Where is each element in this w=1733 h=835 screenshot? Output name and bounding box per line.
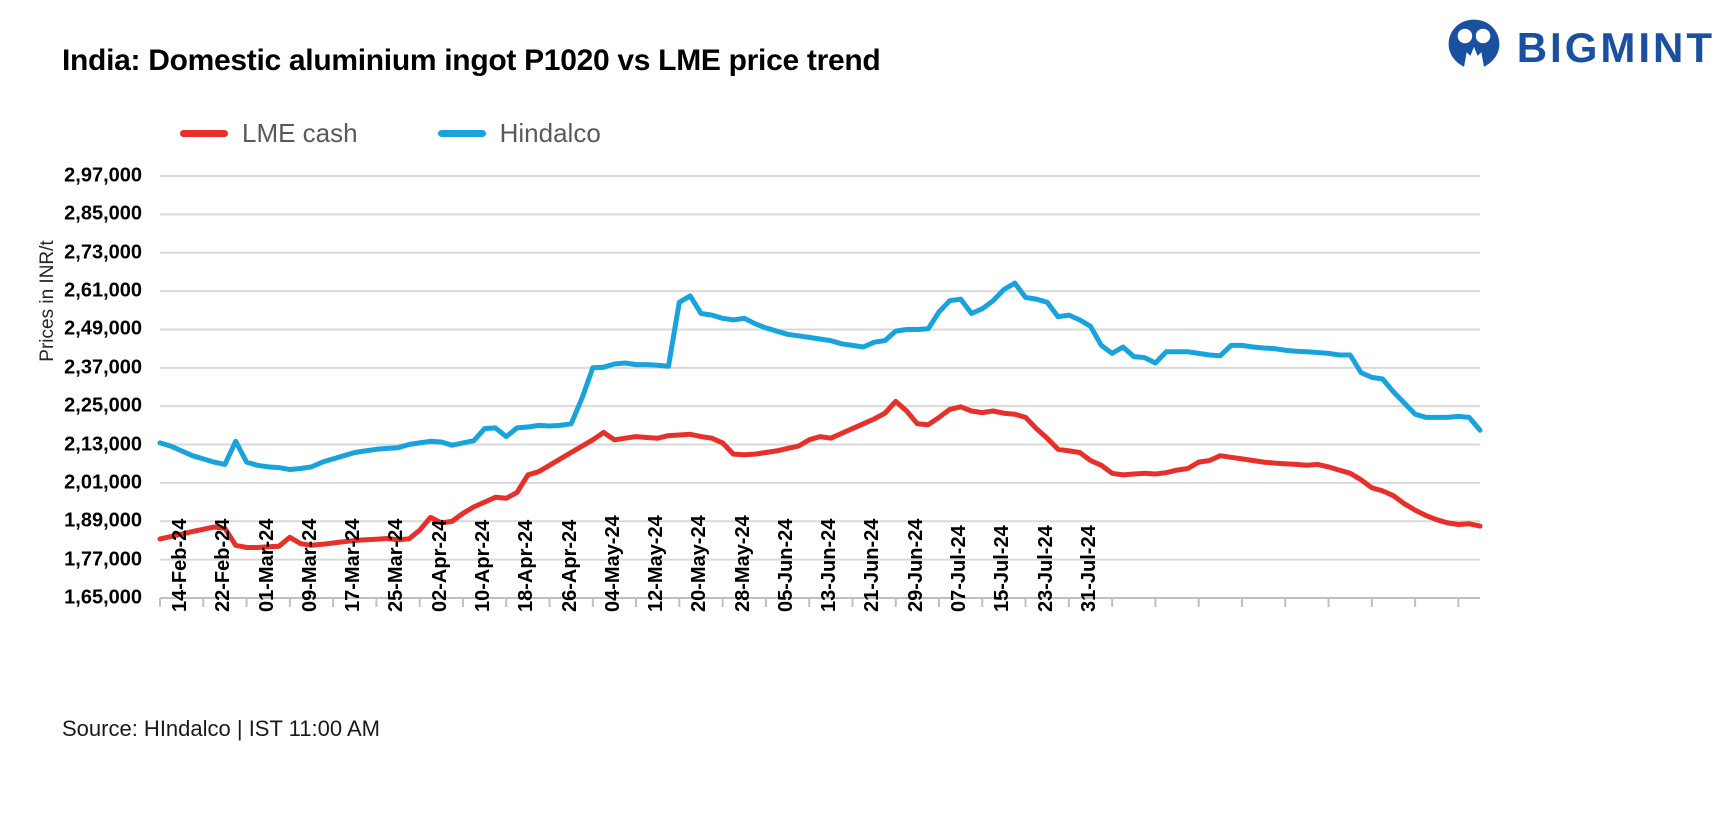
bigmint-people-circle-icon [1445, 16, 1503, 79]
series-line-hindalco[interactable] [157, 280, 1483, 472]
y-tick-label: 2,61,000 [64, 279, 142, 302]
y-tick-label: 2,25,000 [64, 394, 142, 417]
chart-header: India: Domestic aluminium ingot P1020 vs… [0, 0, 1733, 100]
legend-swatch-icon [180, 130, 228, 137]
legend-label: LME cash [242, 118, 358, 148]
legend-swatch-icon [437, 130, 486, 137]
y-tick-label: 2,85,000 [64, 202, 142, 225]
y-tick-label: 2,73,000 [64, 241, 142, 264]
y-tick-label: 1,77,000 [64, 548, 142, 571]
y-tick-label: 2,37,000 [64, 356, 142, 379]
chart-legend: LME cash Hindalco [180, 118, 601, 149]
series-line-lme-cash[interactable] [157, 398, 1483, 550]
y-tick-label: 2,49,000 [64, 317, 142, 340]
y-tick-label: 2,01,000 [64, 471, 142, 494]
legend-item-hindalco[interactable]: Hindalco [437, 118, 601, 149]
y-tick-label: 1,65,000 [64, 586, 142, 609]
y-tick-label: 1,89,000 [64, 509, 142, 532]
legend-item-lme-cash[interactable]: LME cash [180, 118, 358, 149]
bigmint-logo: BIGMINT [1445, 16, 1715, 79]
y-tick-label: 2,97,000 [64, 164, 142, 187]
page-title: India: Domestic aluminium ingot P1020 vs… [62, 44, 881, 77]
y-tick-label: 2,13,000 [64, 433, 142, 456]
source-note: Source: HIndalco | IST 11:00 AM [62, 716, 380, 741]
legend-label: Hindalco [499, 118, 601, 148]
brand-wordmark: BIGMINT [1516, 23, 1715, 71]
